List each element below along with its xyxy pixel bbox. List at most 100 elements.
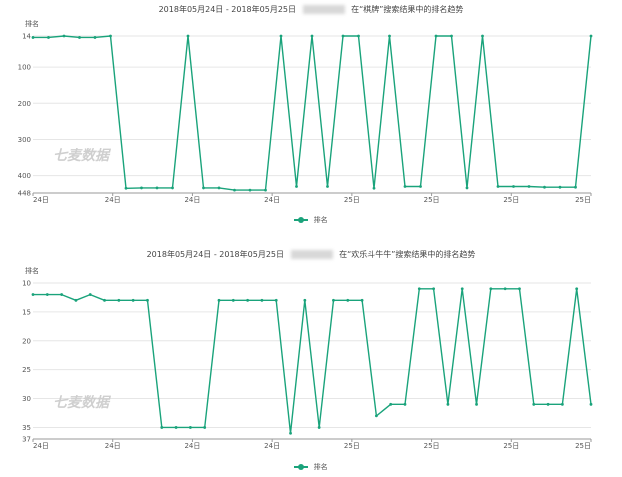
data-point[interactable] (481, 34, 484, 38)
x-tick-label: 24日 (105, 442, 121, 450)
data-point[interactable] (248, 188, 252, 192)
data-point[interactable] (403, 185, 407, 188)
redacted-app-name (290, 250, 333, 259)
data-point[interactable] (217, 186, 221, 190)
data-point[interactable] (131, 298, 135, 302)
data-point[interactable] (203, 426, 207, 429)
data-point[interactable] (465, 186, 469, 190)
x-tick-label: 24日 (184, 196, 200, 204)
data-point[interactable] (260, 298, 264, 302)
data-point[interactable] (45, 293, 49, 296)
data-point[interactable] (546, 402, 550, 406)
data-point[interactable] (360, 298, 364, 302)
data-point[interactable] (117, 298, 121, 302)
data-point[interactable] (575, 287, 579, 291)
data-point[interactable] (124, 186, 128, 190)
data-point[interactable] (303, 298, 307, 302)
data-point[interactable] (74, 298, 78, 302)
data-point[interactable] (88, 293, 92, 296)
data-point[interactable] (217, 298, 221, 302)
data-point[interactable] (155, 186, 159, 190)
data-point[interactable] (388, 34, 391, 38)
data-point[interactable] (496, 185, 500, 188)
x-tick-label: 25日 (344, 196, 360, 204)
data-point[interactable] (357, 34, 360, 38)
data-point[interactable] (317, 426, 321, 429)
data-point[interactable] (60, 293, 64, 296)
x-tick-label: 24日 (264, 196, 280, 204)
data-point[interactable] (589, 402, 593, 406)
data-point[interactable] (62, 34, 66, 38)
data-point[interactable] (589, 34, 593, 38)
data-point[interactable] (434, 34, 438, 38)
y-tick-label: 37 (22, 436, 31, 444)
data-point[interactable] (475, 402, 478, 406)
data-point[interactable] (289, 431, 292, 435)
data-point[interactable] (518, 287, 521, 291)
data-point[interactable] (432, 287, 436, 291)
data-point[interactable] (78, 36, 81, 39)
y-tick-label: 15 (22, 308, 31, 316)
x-tick-label: 25日 (575, 442, 591, 450)
data-point[interactable] (403, 402, 407, 406)
data-point[interactable] (171, 186, 174, 190)
x-tick-label: 24日 (264, 442, 280, 450)
data-point[interactable] (372, 186, 376, 190)
data-point[interactable] (31, 293, 35, 296)
data-point[interactable] (295, 185, 298, 188)
data-point[interactable] (512, 185, 515, 188)
data-point[interactable] (341, 34, 345, 38)
data-point[interactable] (503, 287, 507, 291)
data-point[interactable] (31, 36, 35, 39)
y-tick-label: 10 (22, 280, 31, 288)
x-tick-label: 24日 (33, 442, 49, 450)
chart-2-legend[interactable]: 排名 (0, 462, 622, 472)
data-point[interactable] (489, 287, 493, 291)
x-tick-label: 25日 (503, 442, 519, 450)
data-point[interactable] (419, 185, 422, 188)
chart-1-title: 2018年05月24日 - 2018年05月25日 在“棋牌”搜索结果中的排名趋… (0, 4, 622, 15)
chart-1-legend[interactable]: 排名 (0, 215, 622, 225)
data-point[interactable] (558, 185, 562, 189)
data-point[interactable] (174, 426, 178, 429)
x-tick-label: 25日 (344, 442, 360, 450)
data-point[interactable] (532, 402, 536, 406)
data-point[interactable] (279, 34, 283, 38)
data-point[interactable] (417, 287, 421, 291)
data-point[interactable] (346, 298, 350, 302)
data-point[interactable] (231, 298, 235, 302)
data-point[interactable] (310, 34, 314, 38)
data-point[interactable] (202, 186, 205, 190)
data-point[interactable] (326, 185, 329, 188)
data-point[interactable] (188, 426, 192, 429)
data-point[interactable] (47, 36, 50, 39)
data-point[interactable] (233, 188, 236, 192)
data-point[interactable] (560, 402, 564, 406)
data-point[interactable] (140, 186, 143, 190)
data-point[interactable] (543, 185, 546, 189)
chart-2-title-prefix: 2018年05月24日 - 2018年05月25日 (146, 250, 285, 259)
data-point[interactable] (146, 298, 149, 302)
data-point[interactable] (332, 298, 335, 302)
data-point[interactable] (574, 185, 577, 189)
data-point[interactable] (374, 414, 378, 418)
series-line-rank (33, 288, 592, 434)
chart-1-title-prefix: 2018年05月24日 - 2018年05月25日 (158, 5, 297, 14)
x-tick-label: 25日 (424, 442, 440, 450)
data-point[interactable] (527, 185, 531, 188)
data-point[interactable] (186, 34, 190, 38)
chart-1: 2018年05月24日 - 2018年05月25日 在“棋牌”搜索结果中的排名趋… (0, 0, 622, 232)
data-point[interactable] (446, 402, 450, 406)
data-point[interactable] (450, 34, 453, 38)
data-point[interactable] (389, 402, 393, 406)
data-point[interactable] (109, 34, 112, 38)
data-point[interactable] (93, 36, 97, 39)
data-point[interactable] (246, 298, 250, 302)
chart-2: 2018年05月24日 - 2018年05月25日 在“欢乐斗牛牛”搜索结果中的… (0, 245, 622, 477)
data-point[interactable] (103, 298, 106, 302)
data-point[interactable] (160, 426, 164, 429)
data-point[interactable] (264, 188, 267, 192)
data-point[interactable] (460, 287, 464, 291)
data-point[interactable] (274, 298, 278, 302)
